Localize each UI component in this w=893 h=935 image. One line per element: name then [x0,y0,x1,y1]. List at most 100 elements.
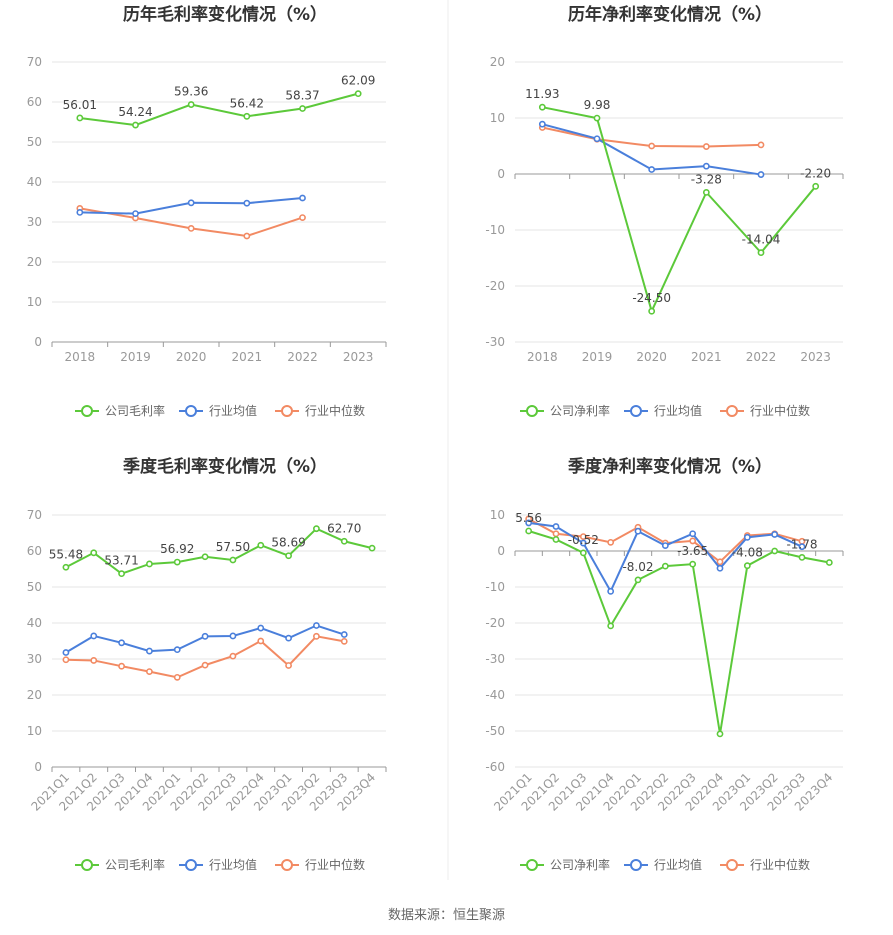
data-point [579,533,587,540]
legend-marker-icon [526,405,538,417]
y-tick-label: 50 [27,580,42,594]
data-label: 56.01 [63,98,97,112]
legend-item-1: 公司毛利率 [75,857,165,872]
data-point [648,307,656,315]
y-tick-label: 10 [490,111,505,125]
data-point [299,194,306,202]
data-point [579,539,587,547]
data-point [132,210,139,217]
legend-marker-icon [81,405,93,417]
data-point [62,656,70,664]
data-point [229,632,237,640]
y-tick-label: -20 [485,616,505,630]
data-point [689,537,697,545]
data-point [229,652,237,660]
y-tick-label: 20 [27,255,42,269]
legend-item-1: 公司净利率 [520,403,610,418]
data-point [798,543,806,551]
data-point [118,662,125,670]
data-label: -14.04 [742,233,781,247]
data-point [257,541,265,549]
legend-item-1: 公司毛利率 [75,403,165,418]
legend-item-2: 行业均值 [624,857,702,872]
legend-marker-icon [630,405,642,417]
legend-item-3: 行业中位数 [720,857,810,872]
x-tick-label: 2022 [287,350,318,364]
data-point [716,564,724,572]
data-point [118,639,125,647]
data-point [771,531,779,538]
legend-item-3: 行业中位数 [275,403,365,418]
data-label: 55.48 [49,547,83,561]
data-point [593,114,601,122]
legend-label: 行业均值 [209,403,257,418]
data-point [257,624,265,632]
y-tick-label: 0 [34,335,42,349]
y-tick-label: 0 [497,544,505,558]
data-point [299,214,306,221]
legend-item-2: 行业均值 [624,403,702,418]
data-point [201,661,209,669]
chart-panel-3: 季度毛利率变化情况（%）0102030405060702021Q12021Q22… [27,456,387,872]
data-point [229,556,237,564]
chart-title: 季度净利率变化情况（%） [568,456,772,477]
y-tick-label: 20 [27,688,42,702]
legend-marker-icon [726,859,738,871]
legend-item-2: 行业均值 [179,857,257,872]
y-tick-label: -10 [485,223,505,237]
data-point [90,549,98,557]
chart-title: 历年毛利率变化情况（%） [123,4,327,25]
chart-title: 季度毛利率变化情况（%） [123,456,327,477]
data-point [607,538,615,546]
legend-label: 公司净利率 [550,857,610,872]
series-line-1 [528,530,830,735]
data-point [243,199,251,207]
legend-label: 公司净利率 [550,403,610,418]
legend-marker-icon [81,859,93,871]
data-label: 58.69 [271,536,305,550]
data-label: 53.71 [104,554,138,568]
data-label: -2.20 [800,166,831,180]
data-point [538,120,546,128]
data-label: 56.92 [160,542,194,556]
data-point [661,542,669,549]
data-point [243,112,251,120]
chart-panel-4: 季度净利率变化情况（%）-60-50-40-30-20-100102021Q12… [485,456,844,872]
data-point [146,668,153,675]
x-tick-label: 2018 [65,350,96,364]
x-tick-label: 2019 [120,350,151,364]
data-point [634,576,642,584]
data-label: 62.09 [341,74,375,88]
y-tick-label: 60 [27,95,42,109]
data-point [340,631,348,638]
data-label: 62.70 [327,521,361,535]
data-label: 5.56 [515,511,542,525]
data-point [743,533,751,541]
data-point [90,657,98,664]
legend-item-3: 行业中位数 [275,857,365,872]
data-point [689,530,697,538]
data-point [607,622,615,630]
data-point [552,523,560,530]
data-point [354,90,362,98]
legend-marker-icon [526,859,538,871]
legend-label: 行业中位数 [305,857,365,872]
data-point [757,249,765,257]
data-point [702,143,710,150]
data-point [757,171,765,178]
data-point [173,646,181,654]
data-point [132,121,139,129]
data-point [579,549,587,557]
legend-label: 行业中位数 [750,857,810,872]
y-tick-label: 30 [27,652,42,666]
data-label: 58.37 [285,89,319,103]
data-label: 54.24 [118,105,152,119]
y-tick-label: 30 [27,215,42,229]
data-point [146,647,153,655]
y-tick-label: 70 [27,508,42,522]
y-tick-label: 10 [27,295,42,309]
x-tick-label: 2020 [176,350,207,364]
x-tick-label: 2019 [582,350,613,364]
y-tick-label: 70 [27,55,42,69]
